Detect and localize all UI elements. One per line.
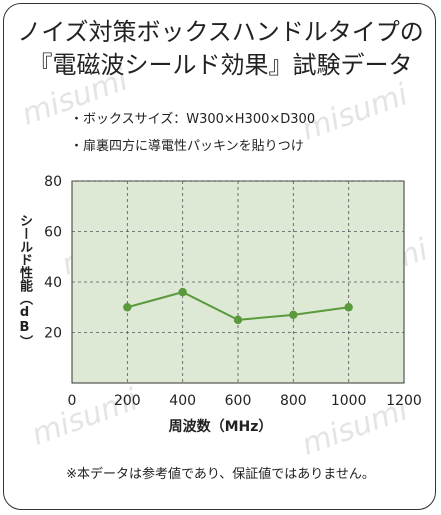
disclaimer-note: ※本データは参考値であり、保証値ではありません。: [66, 467, 375, 482]
data-point: [289, 310, 298, 320]
x-tick-label: 800: [280, 393, 307, 409]
y-tick-label: 80: [44, 174, 62, 190]
data-point: [233, 315, 243, 325]
x-tick-label: 1000: [331, 393, 367, 409]
y-tick-label: 20: [44, 326, 62, 342]
data-point: [178, 287, 187, 297]
x-tick-label: 600: [225, 393, 252, 409]
x-tick-label: 1200: [386, 393, 422, 409]
x-tick-label: 400: [169, 393, 196, 409]
x-tick-label: 200: [114, 393, 141, 409]
title-line-2: 『電磁波シールド効果』試験データ: [28, 51, 413, 79]
data-point: [344, 303, 353, 312]
y-tick-label: 40: [44, 275, 62, 291]
y-axis-label: シールド性能（dB）: [17, 214, 32, 348]
note-box-size: ・ボックスサイズ：W300×H300×D300: [70, 112, 316, 127]
note-gasket: ・扉裏四方に導電性パッキンを貼りつけ: [70, 139, 304, 154]
title-line-1: ノイズ対策ボックスハンドルタイプの: [17, 18, 424, 46]
x-axis-label: 周波数（MHz）: [168, 419, 273, 435]
x-tick-label: 0: [68, 393, 77, 409]
y-tick-label: 60: [44, 225, 62, 241]
data-point: [123, 303, 132, 312]
